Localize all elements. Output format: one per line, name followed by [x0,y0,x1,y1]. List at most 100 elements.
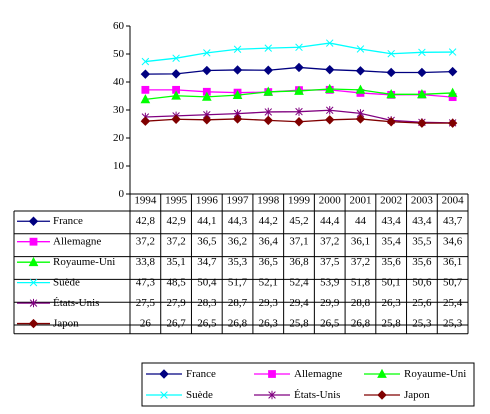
data-label: 48,5 [166,277,186,289]
data-label: 35,1 [166,256,185,268]
data-label: 36,4 [259,236,279,248]
data-point [232,89,243,100]
data-label: 45,2 [289,215,308,227]
data-point [386,67,396,78]
data-label: 25,8 [382,318,402,330]
data-point [417,67,427,78]
marker-shape [418,48,426,57]
data-point [140,94,151,104]
legend-key-marker [377,368,387,378]
data-label: 28,3 [197,297,217,309]
data-point [447,66,458,77]
legend-key-marker [28,256,39,267]
marker-shape [201,91,212,101]
marker-shape [386,67,396,78]
data-table: 1994 1995 1996 1997 1998 1999 2000 2001 2002 2003… [13,194,469,335]
data-label: 36,5 [197,236,217,248]
table-row: Allemagne 37,2 37,2 36,5 36,2 36,4 37,1 37,2 36,… [17,236,463,248]
data-point [447,87,458,97]
data-point [386,89,397,99]
marker-shape [263,86,274,96]
data-point [325,106,334,115]
marker-shape [355,114,366,124]
data-label: 43,7 [443,215,463,227]
marker-shape [141,85,150,94]
marker-shape [232,89,243,100]
marker-shape [28,256,39,267]
data-label: 37,2 [351,256,370,268]
x-tick-label: 2001 [349,195,371,207]
marker-shape [171,114,181,124]
marker-shape [447,87,458,97]
marker-shape [171,90,181,100]
legend-item: Suède [146,389,213,401]
data-point [202,65,212,76]
series-name: Allemagne [53,236,101,248]
marker-shape [387,49,395,58]
data-point [263,115,273,126]
legend-key-marker [159,369,169,379]
data-label: 53,9 [320,277,340,289]
table-row: États-Unis 27,5 27,9 28,3 28,7 29,3 29,4 29,9 28… [17,297,463,309]
series-3 [141,39,457,66]
data-label: 51,7 [228,277,248,289]
legend-label: Royaume-Uni [404,368,466,380]
data-point [140,69,151,79]
legend-item: Royaume-Uni [364,368,466,380]
y-tick-label: 40 [113,76,125,88]
marker-shape [377,390,387,400]
legend: France Allemagne Royaume-Uni Suède États-Uni… [141,362,475,407]
data-label: 29,4 [289,297,309,309]
data-label: 26,8 [351,318,371,330]
marker-shape [355,66,366,76]
data-point [448,48,457,56]
y-tick-label: 60 [113,20,125,32]
data-label: 50,7 [443,277,463,289]
data-label: 25,6 [412,297,432,309]
marker-shape [325,64,335,75]
data-label: 26,3 [382,297,402,309]
data-label: 26,7 [166,318,186,330]
table-row: Suède 47,3 48,5 50,4 51,7 52,1 52,4 53,9 51,8 50,… [17,277,463,289]
marker-shape [355,84,366,94]
data-label: 47,3 [136,277,156,289]
data-label: 50,6 [412,277,432,289]
data-label: 36,5 [259,256,279,268]
data-label: 43,4 [382,215,402,227]
data-label: 26,5 [197,318,217,330]
marker-shape [233,45,242,53]
data-label: 26,5 [320,318,340,330]
marker-shape [295,43,303,52]
legend-box [141,362,475,407]
legend-key-marker [29,237,38,246]
x-tick-label: 1999 [288,195,311,207]
data-label: 42,8 [136,215,156,227]
data-label: 43,4 [412,215,432,227]
marker-shape [202,115,212,125]
marker-shape [325,106,334,115]
data-point [294,117,304,127]
data-label: 26,3 [259,318,279,330]
data-point [232,114,243,124]
table-row: Japon 26 26,7 26,5 26,8 26,3 25,8 26,5 26,8 25,8 2… [17,318,463,330]
x-tick-label: 1997 [227,195,250,207]
data-label: 27,5 [136,297,156,309]
marker-shape [140,116,151,126]
data-label: 29,3 [259,297,279,309]
y-tick-label: 30 [113,104,125,116]
marker-shape [294,117,304,127]
data-point [294,85,304,95]
marker-shape [28,216,39,226]
data-label: 26 [140,318,152,330]
marker-shape [417,89,427,99]
series-name: France [53,215,83,227]
marker-shape [28,318,39,329]
marker-shape [140,69,151,79]
marker-shape [264,44,273,52]
data-point [325,39,334,47]
legend-label: Allemagne [294,368,342,380]
marker-shape [159,369,169,379]
x-tick-label: 1996 [196,195,219,207]
data-point [263,86,274,96]
